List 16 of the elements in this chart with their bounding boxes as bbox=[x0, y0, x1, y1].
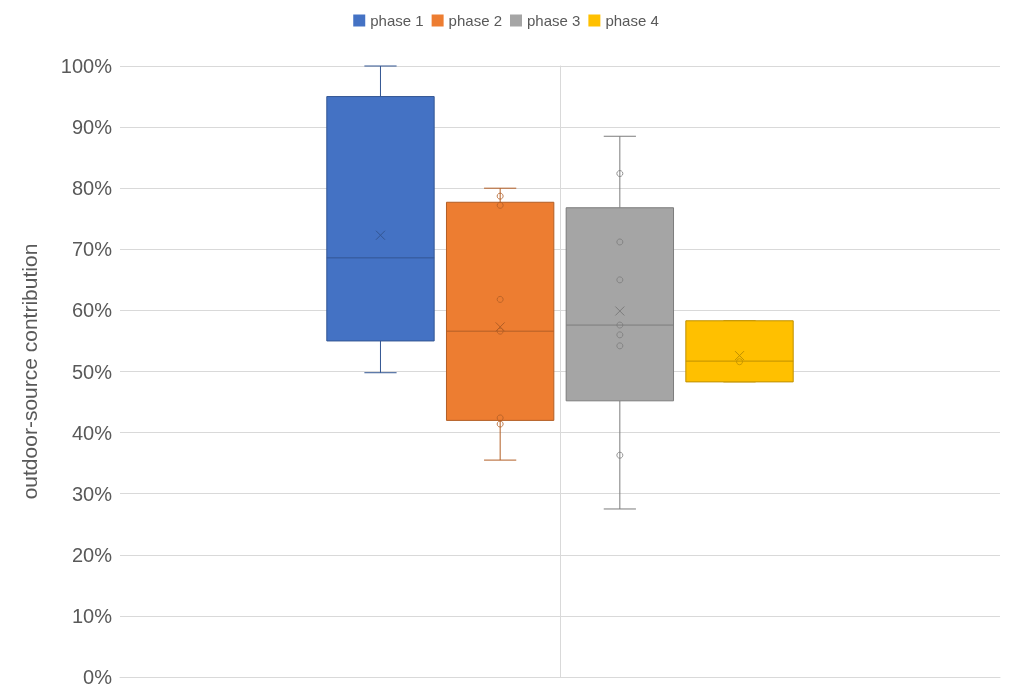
y-tick-label: 70% bbox=[71, 238, 113, 261]
y-tick-label: 40% bbox=[71, 421, 113, 444]
legend-label: phase 4 bbox=[605, 12, 659, 29]
y-tick-label: 60% bbox=[71, 299, 113, 322]
legend-label: phase 1 bbox=[370, 12, 424, 29]
y-tick-label: 80% bbox=[71, 177, 113, 200]
y-tick-label: 90% bbox=[71, 116, 113, 139]
y-tick-label: 20% bbox=[71, 543, 113, 566]
y-axis-title: outdoor-source contribution bbox=[18, 243, 41, 500]
y-tick-label: 0% bbox=[83, 666, 113, 688]
y-tick-label: 100% bbox=[60, 55, 113, 77]
y-tick-label: 30% bbox=[71, 482, 113, 505]
y-tick-label: 50% bbox=[71, 360, 113, 383]
legend-label: phase 2 bbox=[448, 12, 503, 29]
y-tick-label: 10% bbox=[71, 604, 113, 627]
legend-label: phase 3 bbox=[527, 12, 581, 29]
